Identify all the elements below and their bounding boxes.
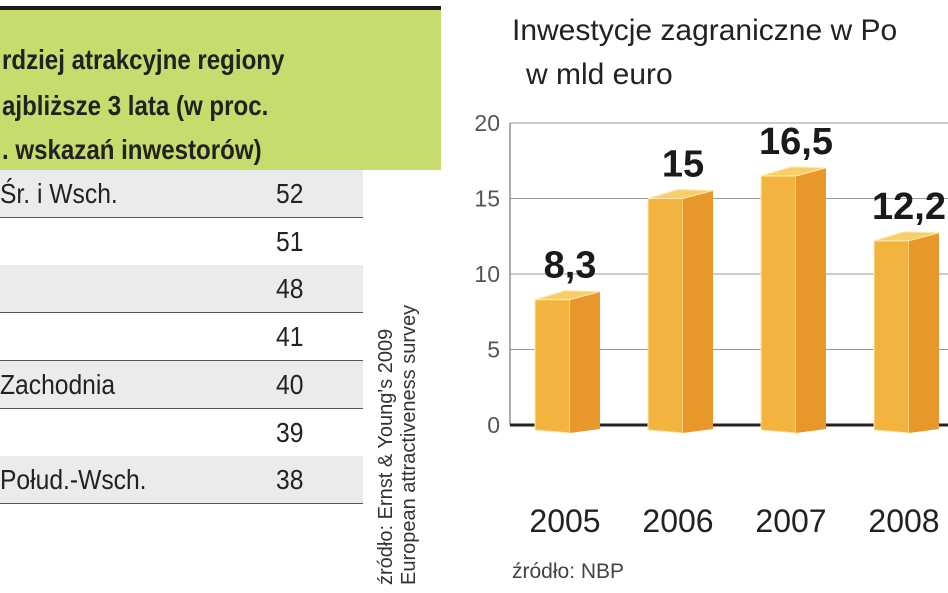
table-row: Śr. i Wsch. 52 (0, 170, 363, 218)
y-tick-label: 0 (487, 412, 500, 438)
x-tick-label: 2006 (642, 503, 713, 539)
bar-side (570, 291, 600, 433)
bar-front (873, 240, 910, 434)
chart-unit: w mld euro (526, 58, 673, 91)
bar-side (796, 167, 826, 433)
row-value: 52 (276, 178, 304, 209)
table-header: rdziej atrakcyjne regiony ajbliższe 3 la… (0, 10, 441, 170)
table-row: 39 (0, 409, 363, 457)
y-tick-label: 15 (474, 186, 500, 212)
row-label: Połud.-Wsch. (0, 464, 147, 496)
y-tick-label: 5 (487, 337, 500, 363)
table-header-line: . wskazań inwestorów) (2, 134, 262, 165)
row-value: 39 (276, 416, 304, 448)
table-row: Połud.-Wsch. 38 (0, 456, 363, 505)
row-value: 41 (276, 321, 304, 353)
bar-top (647, 188, 714, 199)
y-tick-label: 10 (474, 261, 500, 287)
data-label: 15 (662, 144, 704, 186)
bar-front (647, 198, 684, 434)
bar-side (909, 232, 939, 433)
data-label: 16,5 (759, 121, 833, 163)
bar-top (873, 231, 940, 242)
table-row: 51 (0, 218, 363, 266)
table-header-line: rdziej atrakcyjne regiony (2, 44, 285, 75)
bar-top (534, 290, 601, 301)
row-label: Zachodnia (0, 368, 116, 400)
row-label: Śr. i Wsch. (0, 178, 118, 209)
bar-top (760, 166, 827, 177)
row-value: 48 (276, 273, 304, 305)
chart-source: źródło: NBP (512, 560, 625, 583)
row-value: 51 (276, 225, 304, 257)
top-rule (0, 6, 441, 10)
row-value: 38 (276, 464, 304, 496)
x-tick-label: 2007 (755, 503, 826, 539)
table-header-line: ajbliższe 3 lata (w proc. (2, 90, 269, 121)
table-row: 48 (0, 265, 363, 314)
x-tick-label: 2005 (529, 503, 600, 539)
data-label: 12,2 (872, 186, 946, 228)
bar-front (760, 175, 797, 434)
data-label: 8,3 (544, 245, 597, 287)
bar-front (534, 299, 571, 434)
y-tick-label: 20 (474, 110, 500, 136)
bar-side (683, 190, 713, 433)
chart-title: Inwestycje zagraniczne w Po (512, 14, 898, 47)
table-row: 41 (0, 313, 363, 362)
row-value: 40 (276, 368, 304, 400)
table-row: Zachodnia 40 (0, 360, 363, 409)
x-tick-label: 2008 (868, 503, 939, 539)
